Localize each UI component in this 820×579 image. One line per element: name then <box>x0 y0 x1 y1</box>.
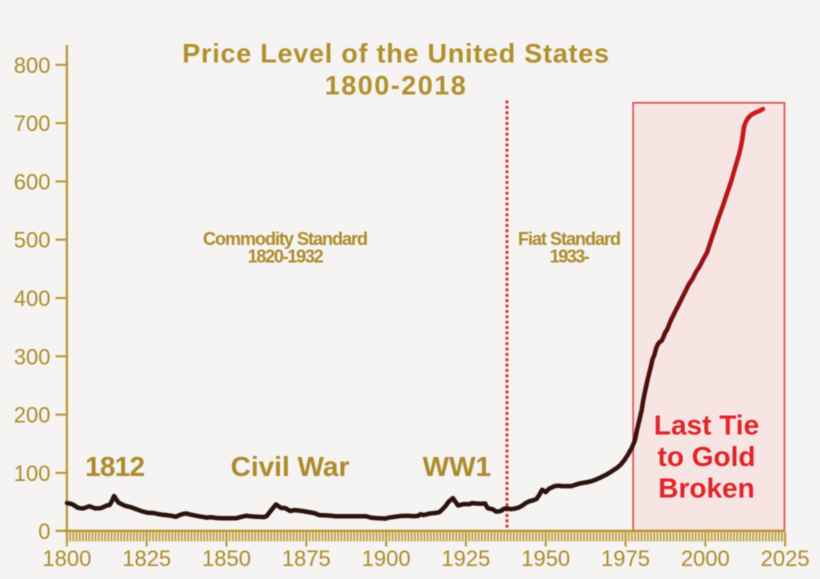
svg-text:1800: 1800 <box>42 546 91 571</box>
svg-text:1875: 1875 <box>282 546 331 571</box>
svg-text:1820-1932: 1820-1932 <box>248 247 324 267</box>
svg-text:1812: 1812 <box>85 451 144 482</box>
svg-text:400: 400 <box>14 286 51 311</box>
svg-text:1900: 1900 <box>362 546 411 571</box>
svg-text:Fiat Standard: Fiat Standard <box>518 229 620 249</box>
svg-text:2000: 2000 <box>681 546 730 571</box>
svg-text:Price Level of the United Stat: Price Level of the United States <box>182 39 610 69</box>
svg-text:Civil War: Civil War <box>231 451 350 482</box>
svg-text:800: 800 <box>14 53 51 78</box>
svg-text:1975: 1975 <box>601 546 650 571</box>
svg-text:600: 600 <box>14 169 51 194</box>
svg-text:Commodity Standard: Commodity Standard <box>203 229 367 249</box>
svg-text:WW1: WW1 <box>423 451 491 482</box>
svg-text:1850: 1850 <box>202 546 251 571</box>
svg-text:200: 200 <box>14 403 51 428</box>
svg-text:500: 500 <box>14 228 51 253</box>
svg-text:300: 300 <box>14 344 51 369</box>
svg-text:1800-2018: 1800-2018 <box>325 71 468 101</box>
svg-text:Broken: Broken <box>658 473 754 504</box>
svg-text:100: 100 <box>14 461 51 486</box>
svg-text:700: 700 <box>14 111 51 136</box>
svg-text:1950: 1950 <box>521 546 570 571</box>
svg-text:2025: 2025 <box>761 546 810 571</box>
svg-text:1825: 1825 <box>122 546 171 571</box>
svg-text:1933-: 1933- <box>550 247 590 267</box>
svg-text:Last Tie: Last Tie <box>654 410 759 441</box>
svg-text:to Gold: to Gold <box>658 441 756 472</box>
svg-text:0: 0 <box>38 519 50 544</box>
svg-text:1925: 1925 <box>441 546 490 571</box>
